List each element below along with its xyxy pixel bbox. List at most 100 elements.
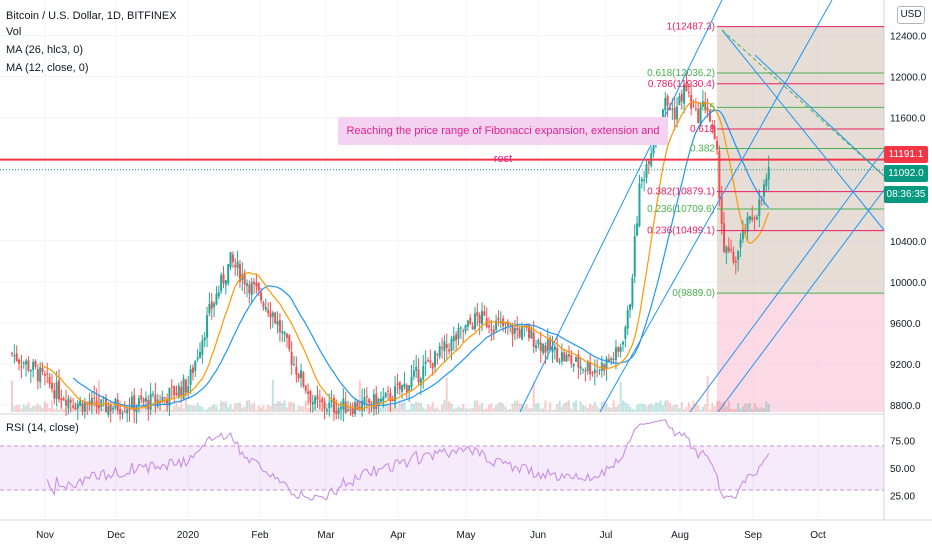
volume-bar xyxy=(549,402,552,412)
candle-body xyxy=(396,383,399,385)
candle-body xyxy=(295,366,298,375)
candle-body xyxy=(342,398,345,410)
candle-body xyxy=(309,390,312,403)
volume-bar xyxy=(654,402,657,412)
volume-bar xyxy=(643,404,646,412)
volume-bar xyxy=(34,405,37,412)
moving-averages xyxy=(39,101,770,410)
volume-bar xyxy=(572,402,575,412)
candle-body xyxy=(76,404,79,409)
candle-body xyxy=(293,364,295,366)
axes: 12400.0 12000.0 11600.0 10400.0 10000.0 9600.… xyxy=(36,32,926,541)
candle-body xyxy=(652,142,655,154)
rsi-pane xyxy=(0,418,884,501)
volume-bar xyxy=(680,402,683,412)
candle-body xyxy=(217,291,220,297)
candle-body xyxy=(403,383,406,387)
candle-body xyxy=(520,326,523,340)
volume-bar xyxy=(622,400,624,412)
volume-bar xyxy=(173,406,176,412)
volume-bar xyxy=(481,403,483,412)
candle-body xyxy=(669,107,671,110)
candle-body xyxy=(490,329,493,331)
candle-body xyxy=(676,106,679,120)
time-tick-label: Dec xyxy=(107,530,125,541)
volume-bar xyxy=(730,409,733,412)
volume-bar xyxy=(391,407,394,412)
volume-bar xyxy=(215,405,218,412)
candle-body xyxy=(154,394,157,404)
candle-body xyxy=(631,277,634,307)
candle-body xyxy=(765,178,768,187)
volume-bar xyxy=(325,403,328,412)
candle-body xyxy=(32,361,35,371)
candle-body xyxy=(450,338,453,351)
candle-body xyxy=(34,360,37,367)
volume-bar xyxy=(725,406,728,412)
volume-bar xyxy=(612,400,615,412)
candle-body xyxy=(748,215,751,220)
volume-bar xyxy=(274,403,277,412)
candle-body xyxy=(730,249,733,251)
candle-body xyxy=(321,398,324,403)
candle-body xyxy=(713,126,716,140)
candle-body xyxy=(431,362,434,369)
candle-body xyxy=(257,283,260,291)
candle-body xyxy=(163,397,166,399)
price-tag-countdown: 08:36:35 xyxy=(884,186,928,203)
candle-body xyxy=(716,140,718,150)
trend-line xyxy=(754,54,885,177)
volume-bar xyxy=(490,403,493,412)
candle-body xyxy=(365,396,368,398)
volume-bar xyxy=(464,408,467,412)
candle-body xyxy=(708,110,711,122)
candle-body xyxy=(206,315,209,338)
volume-bar xyxy=(36,403,39,412)
candle-body xyxy=(93,397,96,399)
rsi-tick-label: 75.00 xyxy=(890,437,915,448)
volume-bar xyxy=(257,405,260,412)
volume-bar xyxy=(469,408,472,412)
candle-body xyxy=(673,107,676,120)
volume-bar xyxy=(271,379,274,412)
volume-bar xyxy=(732,409,735,412)
candle-body xyxy=(530,329,533,339)
candle-body xyxy=(685,82,688,92)
candle-body xyxy=(194,361,197,371)
candle-body xyxy=(20,366,23,368)
volume-bar xyxy=(758,408,761,412)
price-tick-label: 9200.0 xyxy=(890,360,921,371)
candle-body xyxy=(112,408,115,410)
currency-button[interactable]: USD xyxy=(897,6,925,24)
volume-bar xyxy=(723,401,726,412)
time-tick-label: Sep xyxy=(744,530,762,541)
volume-bar xyxy=(718,400,721,412)
candle-body xyxy=(560,352,563,362)
time-tick-label: Aug xyxy=(671,530,689,541)
candle-body xyxy=(116,399,119,411)
candle-body xyxy=(236,261,239,269)
candle-body xyxy=(492,329,495,333)
candle-body xyxy=(15,353,18,361)
volume-bar xyxy=(79,401,82,412)
volume-bar xyxy=(234,403,237,412)
candle-body xyxy=(481,311,483,325)
candle-body xyxy=(182,378,185,399)
volume-bar xyxy=(161,409,164,412)
candle-body xyxy=(706,107,709,112)
candle-body xyxy=(518,329,521,338)
candle-body xyxy=(191,367,194,373)
volume-bar xyxy=(687,402,690,412)
candle-body xyxy=(610,358,613,361)
candle-body xyxy=(699,107,702,125)
trend-line xyxy=(721,29,885,231)
rsi-line xyxy=(46,418,770,501)
volume-bar xyxy=(170,409,173,412)
volume-bar xyxy=(405,409,408,412)
annotation-text[interactable]: Reaching the price range of Fibonacci ex… xyxy=(338,117,668,165)
volume-bar xyxy=(304,400,307,412)
candle-body xyxy=(316,395,319,400)
candle-body xyxy=(614,347,617,360)
candle-body xyxy=(248,284,251,294)
